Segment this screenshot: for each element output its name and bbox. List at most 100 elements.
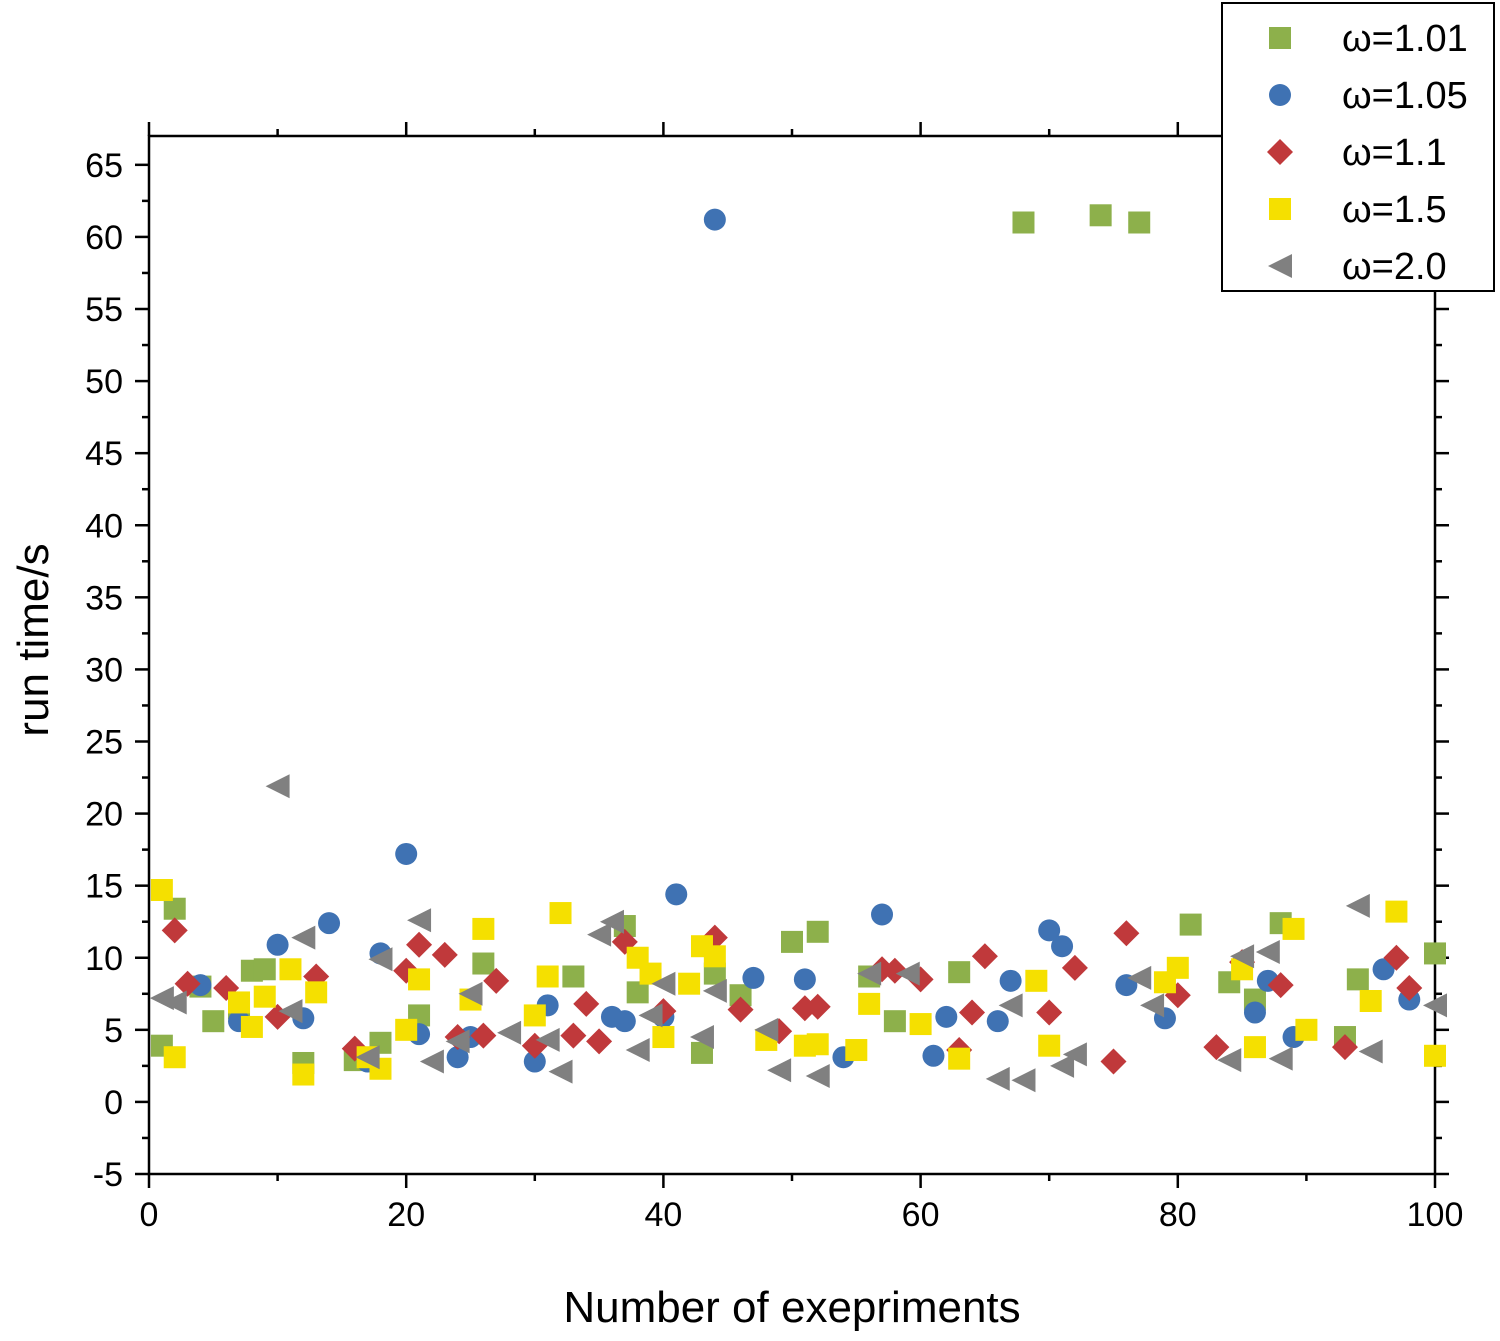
x-tick-label: 0: [140, 1196, 159, 1234]
y-tick-label: 65: [85, 147, 123, 185]
data-point: [408, 968, 431, 991]
legend-label: ω=2.0: [1342, 246, 1447, 288]
data-point: [1038, 919, 1061, 942]
data-point: [1025, 969, 1048, 992]
x-tick-label: 40: [644, 1196, 682, 1234]
data-point: [959, 999, 986, 1026]
data-point: [1128, 211, 1151, 234]
data-point: [638, 1003, 663, 1028]
data-point: [858, 992, 881, 1015]
data-point: [1255, 939, 1280, 964]
data-point: [703, 945, 726, 968]
data-point: [355, 1045, 380, 1070]
data-point: [1243, 1001, 1266, 1024]
y-tick-label: 0: [104, 1084, 123, 1122]
y-tick-label: 60: [85, 219, 123, 257]
data-point: [1267, 972, 1294, 999]
data-point: [305, 981, 328, 1004]
y-tick-label: -5: [93, 1156, 123, 1194]
data-point: [948, 1047, 971, 1070]
data-point: [149, 986, 174, 1011]
data-point: [1424, 1044, 1446, 1067]
data-point: [986, 1010, 1009, 1033]
data-point: [1372, 958, 1395, 981]
data-point: [767, 1058, 792, 1083]
data-point: [163, 1046, 186, 1069]
data-point: [804, 993, 831, 1020]
data-point: [587, 922, 612, 947]
data-point: [368, 947, 393, 972]
data-point: [395, 842, 418, 865]
data-point: [548, 1059, 573, 1084]
data-point: [240, 1015, 263, 1038]
data-point: [1038, 1034, 1061, 1057]
data-point: [1051, 935, 1074, 958]
data-point: [1359, 990, 1382, 1012]
data-point: [1100, 1048, 1127, 1075]
data-point: [1345, 893, 1370, 918]
y-tick-label: 40: [85, 507, 123, 545]
data-point: [1089, 204, 1112, 227]
legend-marker: [1269, 27, 1291, 49]
data-point: [458, 981, 483, 1006]
y-tick-label: 10: [85, 940, 123, 978]
data-point: [265, 774, 290, 799]
data-point: [857, 961, 882, 986]
data-point: [948, 961, 971, 984]
data-point: [292, 1063, 315, 1086]
data-point: [690, 1041, 713, 1064]
data-point: [523, 1050, 546, 1073]
y-axis-title: run time/s: [9, 543, 58, 736]
data-point: [922, 1044, 945, 1067]
data-point: [806, 920, 829, 943]
x-axis-title: Number of exepriments: [563, 1283, 1020, 1332]
data-point: [998, 993, 1023, 1018]
data-point: [1140, 993, 1165, 1018]
data-point: [626, 981, 649, 1004]
data-point: [162, 990, 187, 1015]
data-point: [279, 958, 302, 981]
y-tick-label: 30: [85, 651, 123, 689]
data-point: [536, 965, 559, 988]
data-point: [727, 996, 754, 1023]
data-point: [845, 1039, 868, 1062]
data-point: [1113, 920, 1140, 947]
data-point: [472, 917, 495, 940]
data-point: [573, 990, 600, 1017]
data-point: [689, 1025, 714, 1050]
data-point: [665, 883, 688, 906]
data-point: [639, 962, 662, 985]
legend-marker: [1267, 139, 1293, 165]
y-tick-label: 35: [85, 579, 123, 617]
data-point: [1331, 1034, 1358, 1061]
data-point: [483, 967, 510, 994]
data-point: [793, 968, 816, 991]
data-point: [806, 1033, 829, 1056]
data-point: [1179, 913, 1202, 936]
data-point: [1385, 900, 1408, 923]
data-point: [163, 897, 186, 920]
data-point: [1062, 1042, 1087, 1067]
y-tick-label: 55: [85, 291, 123, 329]
x-tick-label: 100: [1407, 1196, 1464, 1234]
data-point: [202, 1010, 225, 1033]
data-point: [253, 985, 276, 1008]
data-point: [909, 1013, 932, 1036]
data-point: [523, 1004, 546, 1027]
data-point: [407, 908, 432, 933]
legend-marker: [1269, 198, 1291, 220]
data-point: [1282, 917, 1305, 940]
data-point: [729, 984, 752, 1007]
x-tick-label: 60: [902, 1196, 940, 1234]
data-point: [1230, 944, 1255, 969]
y-tick-label: 50: [85, 363, 123, 401]
data-point: [560, 1022, 587, 1049]
data-point: [278, 999, 303, 1024]
data-point: [1050, 1053, 1075, 1078]
data-point: [781, 930, 803, 953]
data-point: [1424, 942, 1446, 965]
data-point: [935, 1005, 958, 1028]
data-point: [883, 1010, 906, 1033]
data-points: [149, 204, 1447, 1093]
series-4: [150, 878, 1446, 1086]
